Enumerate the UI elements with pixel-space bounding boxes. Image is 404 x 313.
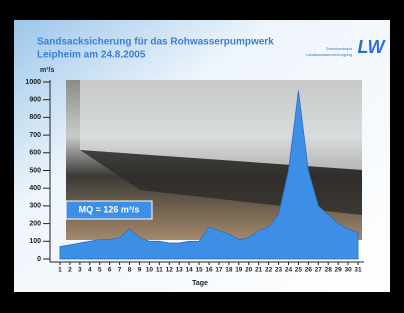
x-tick-label: 8 <box>128 267 132 274</box>
x-tick-label: 21 <box>255 267 263 274</box>
y-tick-label: 1000 <box>25 79 41 86</box>
x-tick-label: 6 <box>108 267 112 274</box>
x-tick-label: 2 <box>68 267 72 274</box>
x-tick-label: 25 <box>295 267 303 274</box>
title: Leipheim am 24.8.2005 <box>37 50 146 61</box>
x-tick-label: 26 <box>305 267 313 274</box>
y-tick-label: 800 <box>29 114 41 121</box>
y-tick-label: 200 <box>29 220 41 227</box>
x-tick-label: 7 <box>118 267 122 274</box>
x-tick-label: 10 <box>146 267 154 274</box>
title: Sandsacksicherung für das Rohwasserpumpw… <box>37 37 274 48</box>
x-tick-label: 9 <box>138 267 142 274</box>
y-axis-label: m³/s <box>40 67 55 74</box>
x-tick-label: 28 <box>325 267 333 274</box>
slide: Sandsacksicherung für das Rohwasserpumpw… <box>0 0 404 313</box>
x-axis-label: Tage <box>192 280 208 287</box>
y-tick-label: 300 <box>29 203 41 210</box>
x-tick-label: 5 <box>98 267 102 274</box>
x-tick-label: 11 <box>156 267 163 274</box>
x-tick-label: 30 <box>344 267 352 274</box>
annotation: MQ = 126 m³/s <box>79 204 140 214</box>
x-tick-label: 17 <box>215 267 223 274</box>
x-tick-label: 22 <box>265 267 273 274</box>
x-tick-label: 14 <box>186 267 194 274</box>
x-tick-label: 13 <box>176 267 184 274</box>
x-tick-label: 3 <box>78 267 82 274</box>
y-tick-label: 900 <box>29 97 41 104</box>
x-tick-label: 15 <box>195 267 203 274</box>
x-tick-label: 12 <box>166 267 174 274</box>
y-tick-label: 0 <box>37 256 41 263</box>
x-tick-label: 31 <box>354 267 362 274</box>
organization: Landeswasserversorgung <box>306 52 352 57</box>
x-tick-label: 1 <box>58 267 62 274</box>
y-tick-label: 100 <box>29 238 41 245</box>
x-tick-label: 20 <box>245 267 253 274</box>
x-tick-label: 27 <box>315 267 323 274</box>
x-tick-label: 18 <box>225 267 233 274</box>
y-tick-label: 400 <box>29 185 41 192</box>
x-tick-label: 16 <box>205 267 213 274</box>
x-tick-label: 23 <box>275 267 283 274</box>
x-tick-label: 4 <box>88 267 92 274</box>
x-tick-label: 19 <box>235 267 243 274</box>
logo: LW <box>358 37 387 57</box>
x-tick-label: 29 <box>335 267 343 274</box>
x-tick-label: 24 <box>285 267 293 274</box>
y-tick-label: 700 <box>29 132 41 139</box>
y-tick-label: 600 <box>29 150 41 157</box>
organization: Zweckverband <box>326 46 352 51</box>
y-tick-label: 500 <box>29 167 41 174</box>
